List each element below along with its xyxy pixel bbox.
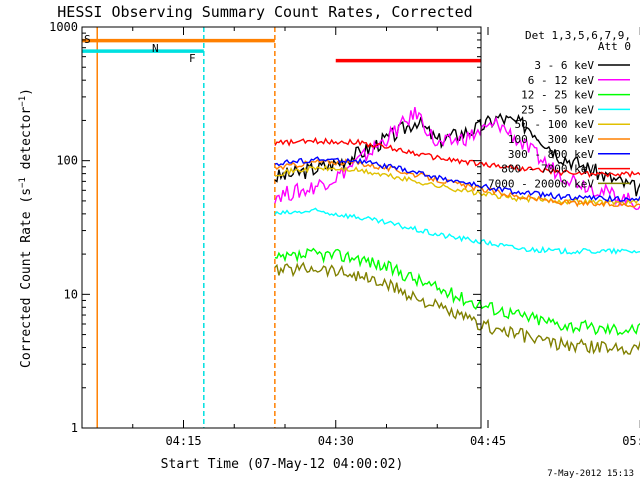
- flag-lines: [82, 27, 481, 428]
- y-tick-label-2: 100: [56, 154, 78, 168]
- x-tick-label-0: 04:15: [165, 434, 201, 448]
- x-tick-label-2: 04:45: [470, 434, 506, 448]
- y-tick-label-1: 10: [64, 287, 78, 301]
- legend-label-5: 100 - 300 keV: [508, 133, 594, 146]
- series-1-line: [274, 106, 640, 211]
- legend-title: Det 1,3,5,6,7,9,: [525, 29, 631, 42]
- series-layer: [274, 106, 640, 356]
- x-axis-label: Start Time (07-May-12 04:00:02): [161, 457, 404, 472]
- series-7-line: [274, 136, 640, 179]
- x-tick-label-1: 04:30: [318, 434, 354, 448]
- timestamp: 7-May-2012 15:13: [547, 469, 634, 479]
- legend-subtitle: Att 0: [598, 40, 631, 53]
- series-2-line: [274, 247, 640, 336]
- flag-label-n: N: [152, 42, 159, 55]
- y-tick-label-3: 1000: [49, 20, 78, 34]
- y-axis-ticks: 1 10 100 1000: [49, 20, 481, 435]
- flag-label-s: S: [84, 33, 91, 46]
- y-tick-label-0: 1: [71, 421, 78, 435]
- legend-label-3: 25 - 50 keV: [521, 103, 594, 116]
- legend-label-2: 12 - 25 keV: [521, 89, 594, 102]
- y-axis-label: Corrected Count Rate (s−1 detector−1): [18, 88, 34, 368]
- legend-label-1: 6 - 12 keV: [528, 74, 595, 87]
- legend-label-6: 300 - 800 keV: [508, 148, 594, 161]
- flag-label-f: F: [189, 52, 196, 65]
- legend-label-4: 50 - 100 keV: [515, 118, 595, 131]
- series-6-line: [274, 156, 640, 203]
- x-tick-label-3: 05:00: [622, 434, 640, 448]
- series-4-line: [274, 164, 640, 207]
- series-3-line: [274, 207, 640, 255]
- series-5-line: [274, 158, 640, 208]
- plot-frame: [81, 26, 482, 429]
- legend-label-0: 3 - 6 keV: [534, 59, 594, 72]
- legend-label-7: 800 - 7000 keV: [501, 163, 594, 176]
- series-8-line: [274, 261, 640, 356]
- legend-label-8: 7000 - 20000 keV: [488, 177, 594, 190]
- chart-title: HESSI Observing Summary Count Rates, Cor…: [57, 3, 472, 21]
